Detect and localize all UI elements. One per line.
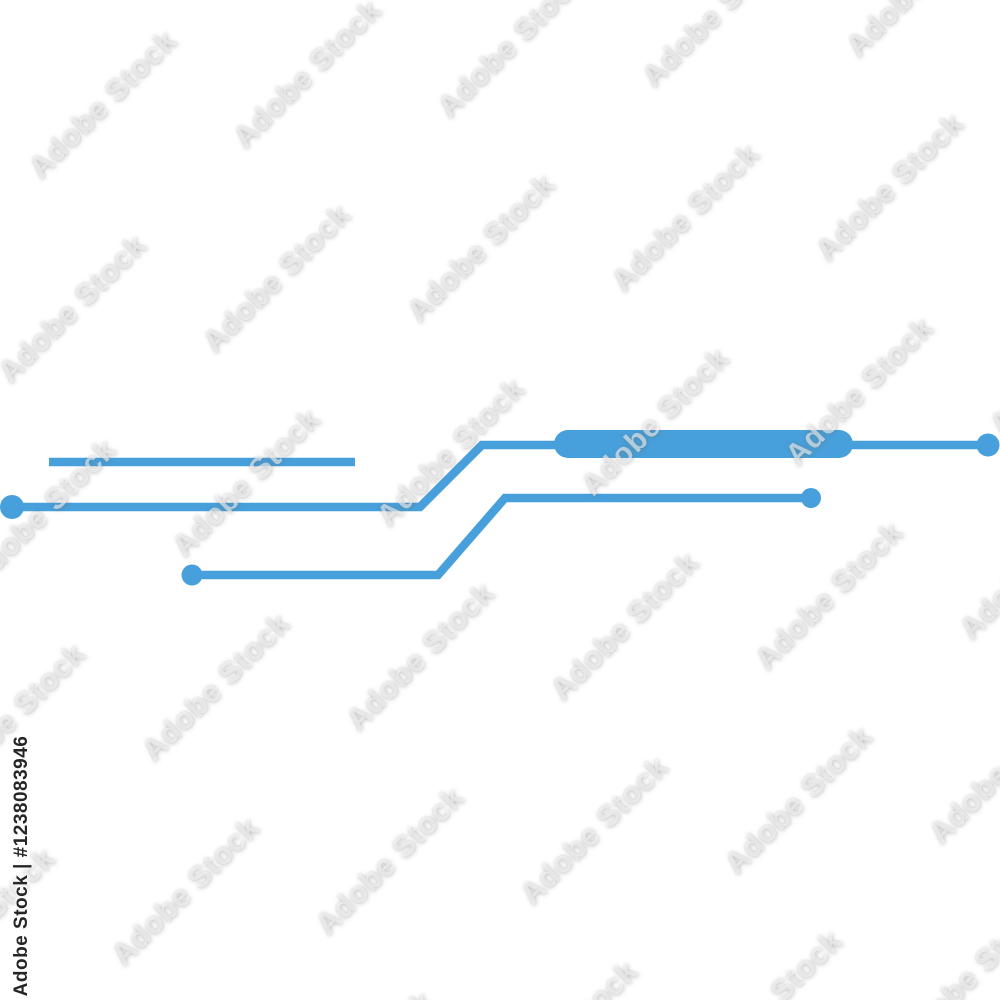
trace-lower [192,493,811,580]
node-lower-right [801,488,821,508]
node-right [976,433,1000,457]
stock-id-watermark: Adobe Stock | #1238083946 [11,735,32,997]
node-lower-left [181,564,203,586]
connector-bar [554,430,853,458]
node-left [0,495,24,519]
